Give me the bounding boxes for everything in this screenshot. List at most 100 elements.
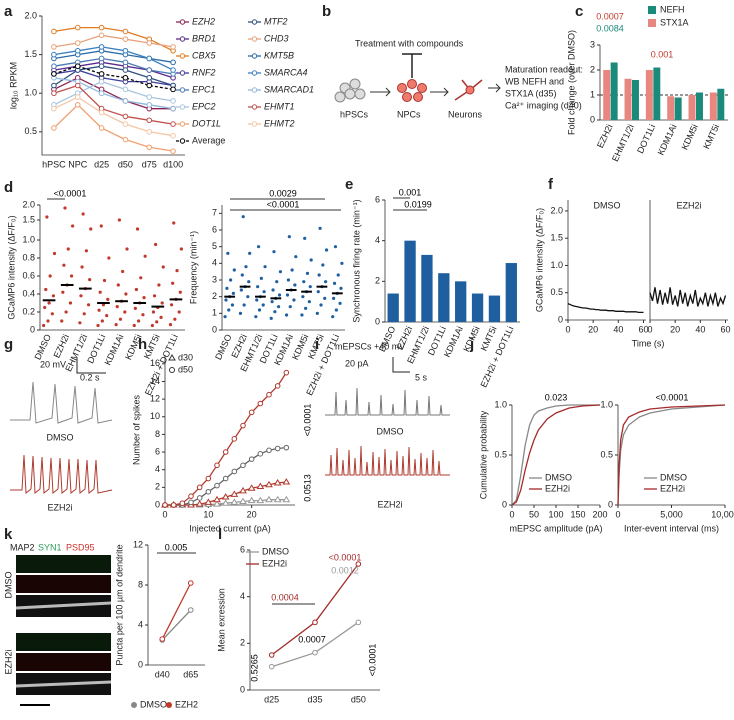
- marker: [239, 486, 247, 494]
- y-tick-label: 2.0: [22, 199, 35, 209]
- dot: [116, 283, 120, 287]
- dot: [256, 285, 260, 289]
- legend-label: DMSO: [262, 546, 289, 556]
- condition: EZH2i: [377, 499, 402, 509]
- line: [53, 84, 174, 125]
- marker: [273, 478, 282, 486]
- trace: [10, 381, 113, 424]
- y-tick-label: 0: [558, 314, 563, 324]
- dot: [52, 251, 57, 256]
- bar: [471, 293, 484, 322]
- dot: [60, 319, 64, 323]
- dot: [305, 271, 310, 275]
- line: [53, 96, 174, 137]
- legend-label: DMSO: [545, 472, 572, 482]
- dot: [284, 313, 289, 317]
- dot: [247, 280, 251, 284]
- y-tick-label: 0.8: [22, 252, 35, 262]
- y-tick-label: 1.0: [494, 399, 507, 409]
- marker: [256, 482, 265, 489]
- readout: Maturation readout:: [505, 64, 583, 74]
- dot: [292, 298, 296, 302]
- legend-label: EPC1: [192, 84, 216, 94]
- dot: [321, 263, 325, 267]
- dot: [231, 291, 235, 295]
- condition: DMSO: [47, 432, 74, 442]
- npcs: [397, 79, 427, 102]
- line: [511, 404, 600, 506]
- dot: [275, 280, 279, 284]
- dot: [86, 303, 91, 307]
- dot: [172, 221, 176, 225]
- marker: [221, 499, 230, 506]
- x-axis-label: Time (s): [632, 338, 665, 348]
- dot: [316, 290, 320, 294]
- annotation: <0.0001: [367, 644, 377, 677]
- dot: [276, 305, 281, 309]
- marker: [51, 63, 57, 69]
- y-tick-label: 6: [212, 224, 217, 234]
- y-axis-label: Frequency (min⁻¹): [188, 231, 198, 304]
- annotation: <0.0001: [54, 188, 87, 198]
- marker: [266, 391, 272, 398]
- x-tick-label: DMSO: [213, 333, 233, 362]
- y-tick-label: 0.5: [600, 449, 613, 459]
- annotation: 0.001: [399, 187, 422, 197]
- marker: [170, 67, 176, 73]
- dot: [123, 310, 127, 314]
- x-tick-label: KDM5i: [679, 123, 699, 152]
- dot: [323, 296, 327, 300]
- dot: [257, 308, 262, 312]
- marker: [122, 36, 129, 42]
- annotation: 0.001: [651, 49, 674, 59]
- legend-swatch: [179, 104, 186, 110]
- y-tick-label: 12: [133, 539, 143, 549]
- x-tick-label: 100: [548, 509, 563, 519]
- dot: [338, 301, 342, 305]
- y-tick-label: 10: [150, 411, 160, 421]
- marker: [312, 649, 318, 656]
- bar: [421, 254, 433, 322]
- treatment: Treatment with compounds: [355, 38, 464, 48]
- dot: [307, 300, 311, 304]
- legend-swatch: [179, 121, 186, 127]
- dot: [259, 276, 263, 280]
- dot: [121, 269, 125, 274]
- dot: [63, 206, 67, 210]
- marker: [146, 40, 153, 46]
- dot: [294, 255, 298, 259]
- dot: [66, 247, 70, 251]
- marker: [146, 102, 153, 108]
- legend-swatch: [179, 70, 186, 76]
- dot: [318, 226, 322, 230]
- marker: [146, 129, 153, 135]
- bar: [688, 95, 696, 120]
- annotation: <0.0001: [302, 404, 312, 437]
- x-tick-label: d40: [155, 669, 170, 679]
- dot: [255, 298, 259, 302]
- dot: [44, 287, 48, 292]
- marker: [214, 482, 220, 489]
- marker: [170, 502, 177, 508]
- marker: [74, 94, 81, 100]
- dot: [331, 315, 335, 319]
- x-tick-label: KMT5i: [701, 123, 721, 151]
- bar: [709, 92, 717, 120]
- x-tick-label: 0: [509, 509, 514, 519]
- dot: [309, 258, 313, 262]
- marker: [230, 498, 239, 505]
- y-tick-label: 14: [150, 376, 160, 386]
- legend-label: DMSO: [660, 472, 687, 482]
- marker: [231, 436, 238, 442]
- x-tick-label: d25: [264, 694, 279, 704]
- legend-swatch: [169, 367, 175, 373]
- x-tick-label: hPSC: [42, 159, 66, 169]
- dot: [246, 295, 250, 299]
- dendrite: [15, 680, 112, 688]
- marker: [146, 67, 153, 73]
- y-tick-label: 0: [155, 499, 160, 509]
- trace: [325, 387, 450, 416]
- line: [649, 287, 727, 307]
- y-tick-label: 1.5: [550, 233, 563, 243]
- dot: [324, 248, 329, 252]
